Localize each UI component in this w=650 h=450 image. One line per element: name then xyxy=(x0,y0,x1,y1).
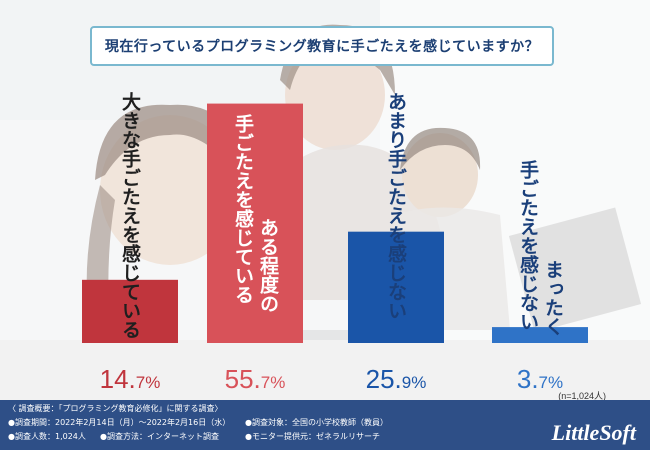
value-label-4: 3.7% xyxy=(517,364,563,394)
category-label-3-col-1: あまり手ごたえを感じない xyxy=(385,92,407,320)
value-label-3: 25.9% xyxy=(366,364,427,394)
category-label-2-col-2: 手ごたえを感じている xyxy=(232,113,254,304)
category-label-1-col-1: 大きな手ごたえを感じている xyxy=(119,91,141,339)
category-label-4-col-2: 手ごたえを感じない xyxy=(517,159,539,331)
value-label-2: 55.7% xyxy=(225,364,286,394)
bar-4 xyxy=(492,327,588,343)
bar-1 xyxy=(82,279,178,343)
survey-count: ●調査人数：1,024人 xyxy=(8,432,86,441)
category-label-4-col-1: まったく xyxy=(542,260,564,336)
category-label-2-col-1: ある程度の xyxy=(257,218,279,313)
sample-size-label: (n=1,024人) xyxy=(558,391,606,400)
survey-target: ●調査対象：全国の小学校教師（教員） xyxy=(245,418,388,427)
survey-summary-title: 〈 調査概要：「プログラミング教育必修化」に関する調査〉 xyxy=(8,404,223,413)
bar-chart: 大きな手ごたえを感じているある程度の手ごたえを感じている あまり手ごたえを感じない… xyxy=(82,91,606,400)
value-label-1: 14.7% xyxy=(100,364,161,394)
bar-3 xyxy=(348,231,444,343)
survey-period: ●調査期間：2022年2月14日（月）〜2022年2月16日（水） xyxy=(8,418,231,427)
survey-footer: 〈 調査概要：「プログラミング教育必修化」に関する調査〉 ●調査期間：2022年… xyxy=(0,400,650,450)
survey-provider: ●モニター提供元：ゼネラルリサーチ xyxy=(245,432,380,441)
survey-method: ●調査方法：インターネット調査 xyxy=(100,432,219,441)
littlesoft-logo: LittleSoft xyxy=(551,420,636,445)
chart-title: 現在行っているプログラミング教育に手ごたえを感じていますか？ xyxy=(90,26,554,66)
bar-2 xyxy=(207,103,303,343)
